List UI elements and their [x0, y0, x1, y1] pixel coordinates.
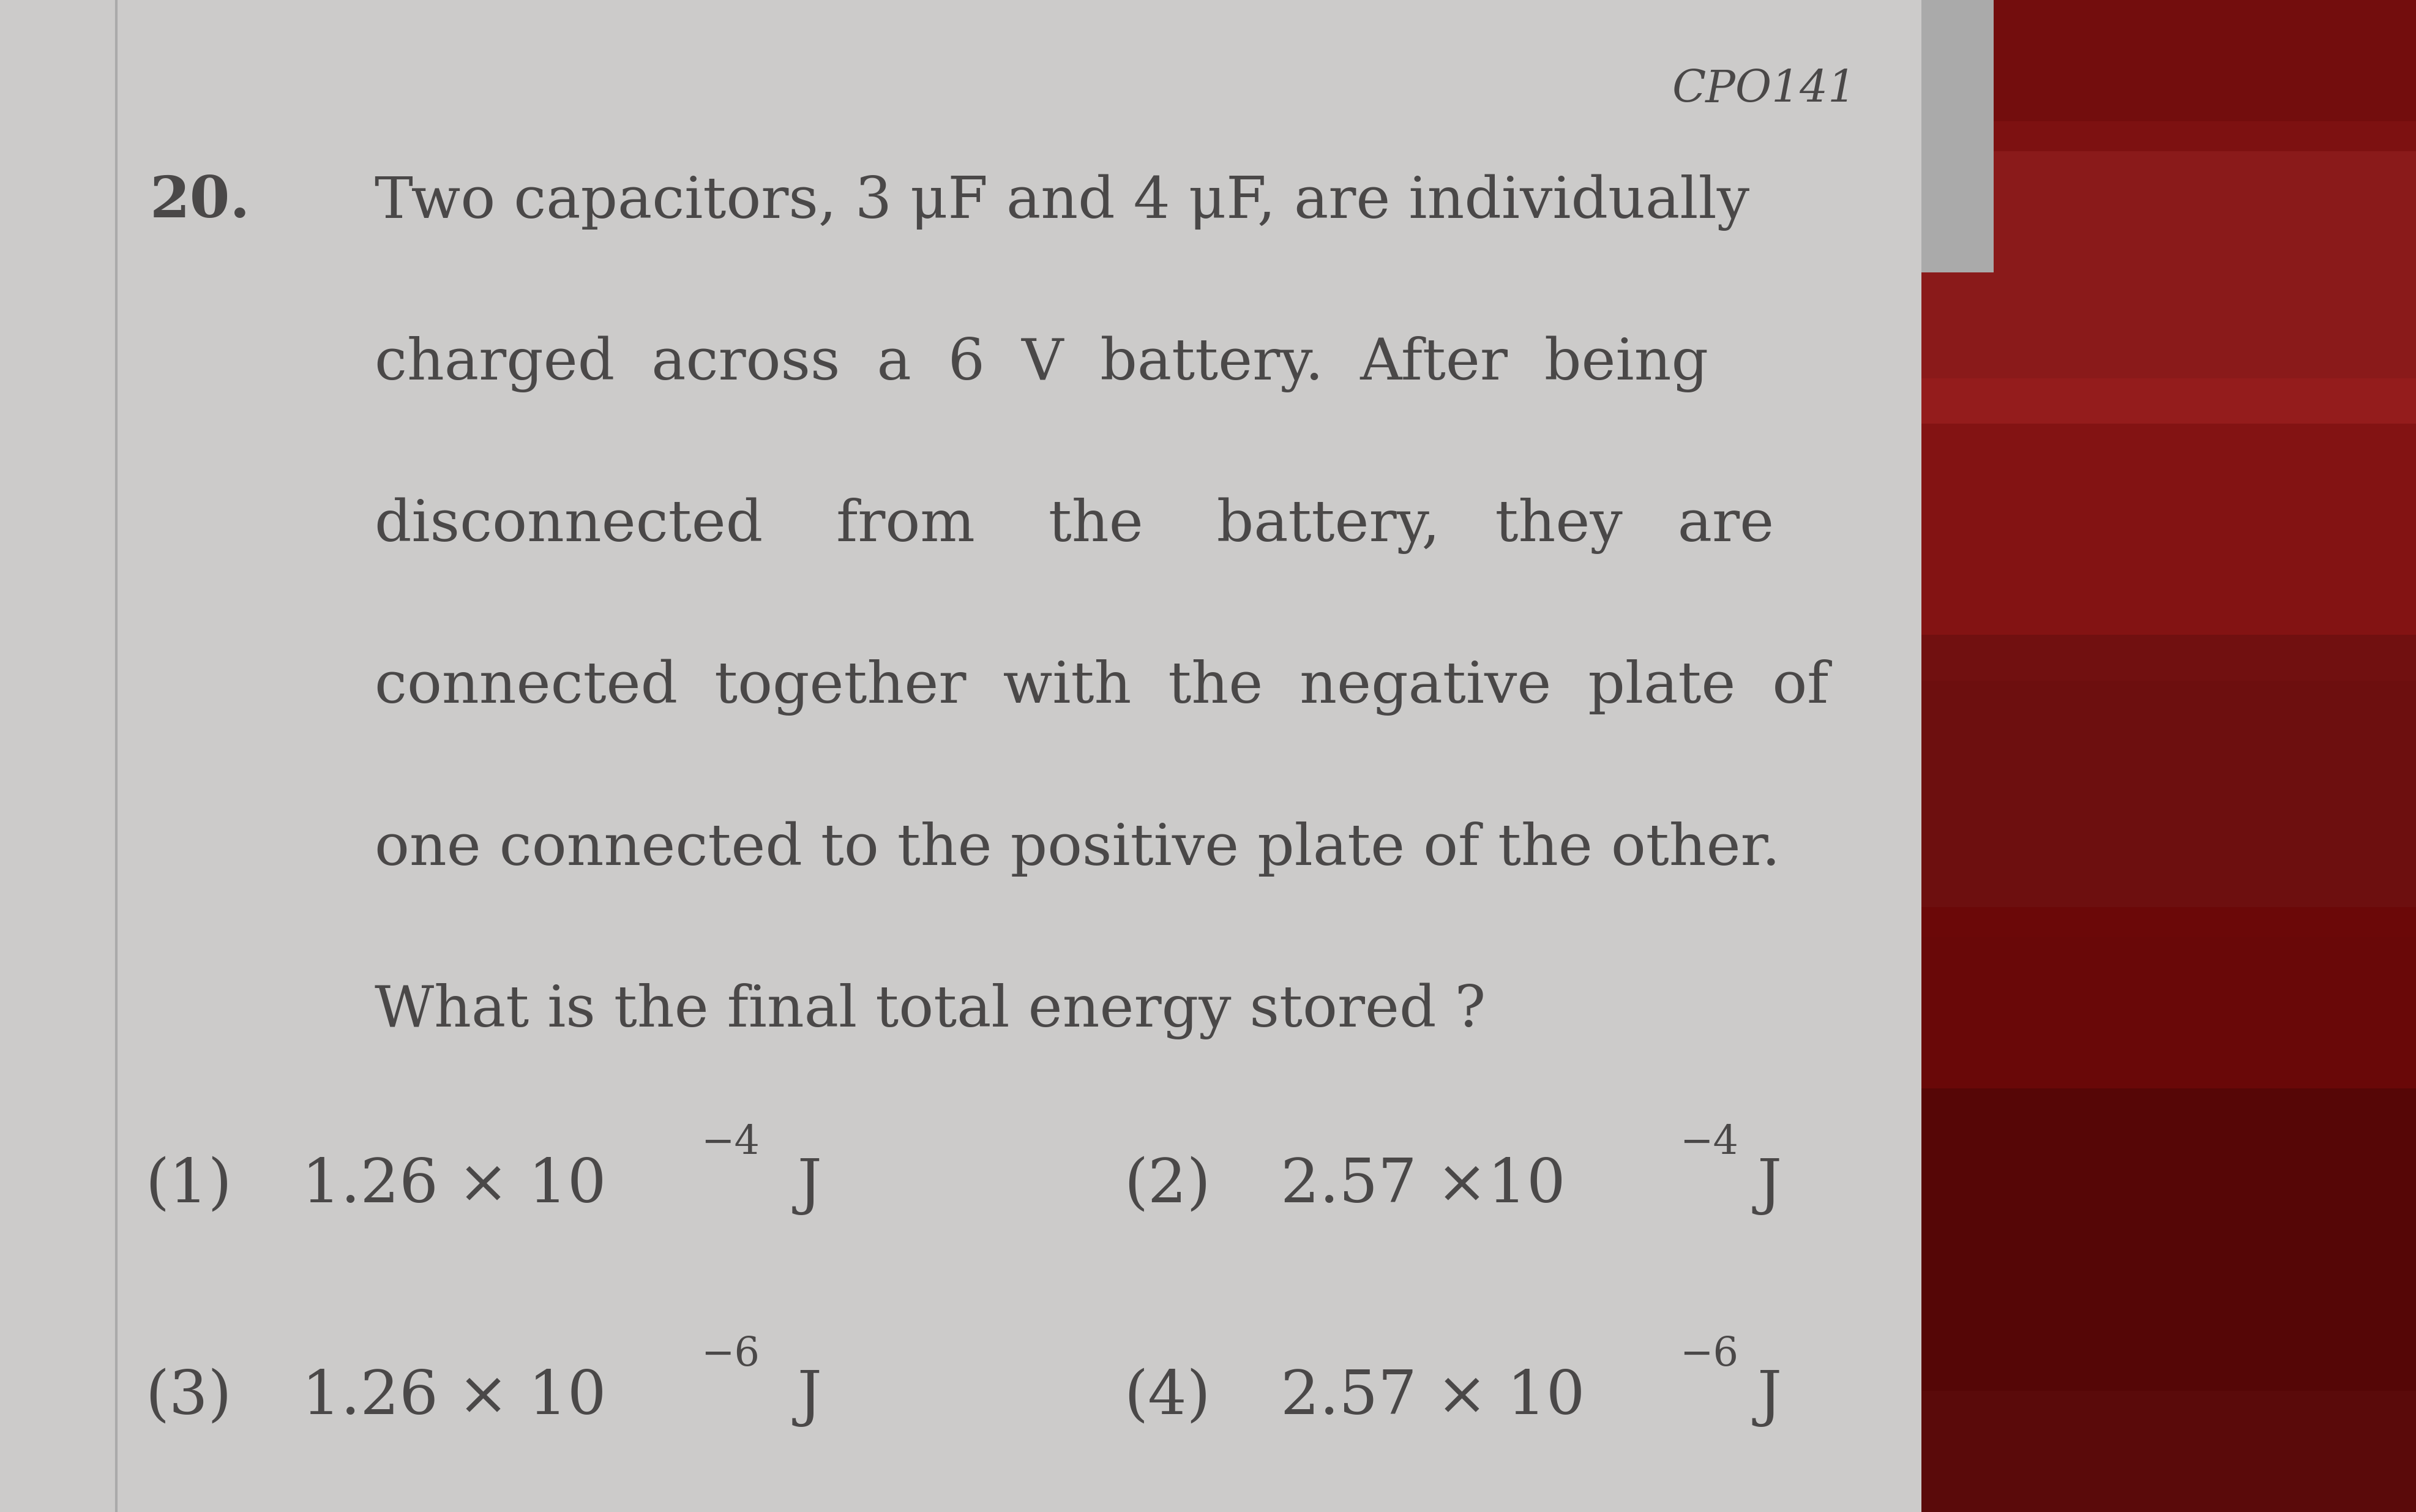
Text: CPO141: CPO141	[1672, 68, 1855, 112]
Text: −4: −4	[1679, 1123, 1737, 1163]
Text: J: J	[1756, 1157, 1781, 1216]
Text: charged  across  a  6  V  battery.  After  being: charged across a 6 V battery. After bein…	[374, 336, 1708, 392]
FancyBboxPatch shape	[1921, 0, 2416, 1512]
Text: (4): (4)	[1123, 1368, 1210, 1427]
Text: J: J	[1756, 1368, 1781, 1427]
Text: −6: −6	[701, 1335, 759, 1374]
FancyBboxPatch shape	[1921, 907, 2416, 1210]
Text: 20.: 20.	[150, 174, 251, 228]
Text: (2): (2)	[1123, 1157, 1210, 1216]
Text: 1.26 × 10: 1.26 × 10	[302, 1368, 606, 1427]
Text: one connected to the positive plate of the other.: one connected to the positive plate of t…	[374, 821, 1781, 877]
Text: −6: −6	[1679, 1335, 1737, 1374]
Text: (3): (3)	[145, 1368, 232, 1427]
Text: 1.26 × 10: 1.26 × 10	[302, 1157, 606, 1216]
Text: (1): (1)	[145, 1157, 232, 1216]
Text: 2.57 × 10: 2.57 × 10	[1280, 1368, 1585, 1427]
Text: disconnected    from    the    battery,   they   are: disconnected from the battery, they are	[374, 497, 1773, 553]
Text: 2.57 ×10: 2.57 ×10	[1280, 1157, 1566, 1216]
FancyBboxPatch shape	[1921, 378, 2416, 680]
FancyBboxPatch shape	[1921, 121, 2416, 423]
Text: −4: −4	[701, 1123, 759, 1163]
FancyBboxPatch shape	[1921, 635, 2416, 937]
Text: connected  together  with  the  negative  plate  of: connected together with the negative pla…	[374, 659, 1829, 715]
FancyBboxPatch shape	[1921, 1089, 2416, 1391]
Text: J: J	[778, 1368, 821, 1427]
Text: Two capacitors, 3 μF and 4 μF, are individually: Two capacitors, 3 μF and 4 μF, are indiv…	[374, 174, 1749, 230]
FancyBboxPatch shape	[1921, 0, 2416, 151]
Text: What is the final total energy stored ?: What is the final total energy stored ?	[374, 983, 1486, 1039]
FancyBboxPatch shape	[1921, 0, 1993, 272]
Text: J: J	[778, 1157, 821, 1216]
